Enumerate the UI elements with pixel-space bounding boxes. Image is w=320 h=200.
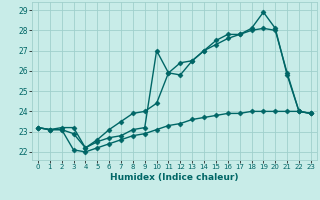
X-axis label: Humidex (Indice chaleur): Humidex (Indice chaleur) bbox=[110, 173, 239, 182]
